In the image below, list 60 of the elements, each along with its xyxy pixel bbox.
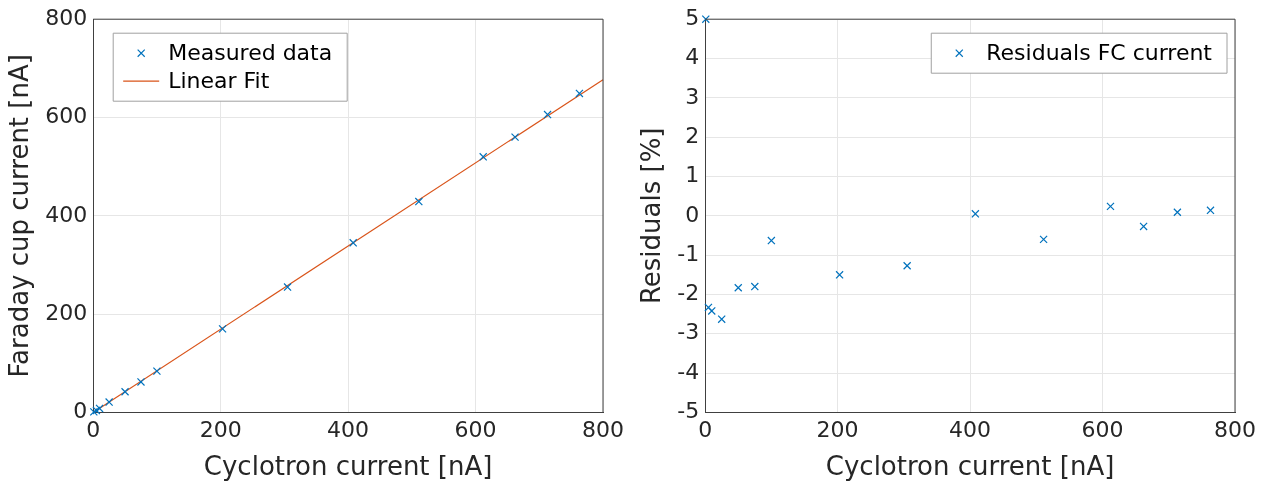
y-tick-label: 2 — [685, 122, 700, 148]
point — [92, 406, 101, 415]
point — [767, 236, 776, 245]
y-tick-label: -3 — [677, 319, 700, 345]
point — [120, 387, 130, 396]
x-axis-title: Cyclotron current [nA] — [203, 451, 493, 482]
point — [750, 282, 759, 291]
y-tick-label: 5 — [685, 4, 700, 30]
point — [707, 306, 716, 316]
x-tick-label: 600 — [454, 417, 497, 443]
legend-label: Linear Fit — [168, 67, 270, 93]
y-tick-label: 800 — [45, 4, 88, 30]
point — [104, 397, 114, 407]
legend-label: Residuals FC current — [986, 39, 1213, 65]
y-tick-label: -5 — [677, 398, 700, 424]
point — [1206, 206, 1215, 215]
y-axis-title: Residuals [%] — [636, 127, 667, 305]
point — [701, 15, 710, 24]
y-tick-label: 4 — [685, 44, 700, 70]
y-axis-title: Faraday cup current [nA] — [4, 54, 35, 378]
y-tick-label: -4 — [677, 358, 700, 384]
x-tick-label: 200 — [199, 417, 242, 443]
point — [704, 303, 713, 312]
point — [349, 238, 358, 247]
point — [734, 283, 743, 292]
point — [479, 152, 488, 161]
point — [510, 133, 520, 142]
x-tick-label: 800 — [582, 417, 624, 443]
y-tick-label: 0 — [73, 398, 88, 424]
y-tick-label: 200 — [45, 299, 88, 325]
point — [1106, 202, 1115, 211]
y-tick-label: 0 — [685, 201, 700, 227]
y-tick-label: -2 — [677, 280, 700, 306]
point — [1039, 235, 1048, 244]
point — [1139, 222, 1148, 231]
x-tick-label: 600 — [1081, 417, 1124, 443]
point — [543, 110, 552, 119]
point — [575, 89, 584, 98]
point — [903, 261, 912, 270]
point — [971, 209, 980, 218]
point — [89, 407, 98, 417]
y-tick-label: 1 — [685, 162, 700, 188]
x-tick-label: 400 — [327, 417, 370, 443]
point — [835, 270, 844, 279]
point — [218, 324, 227, 333]
point — [283, 282, 292, 292]
y-tick-label: -1 — [677, 240, 700, 266]
point — [414, 197, 423, 206]
point — [717, 315, 726, 324]
y-tick-label: 3 — [685, 83, 700, 109]
point — [152, 366, 162, 376]
x-axis-title: Cyclotron current [nA] — [825, 451, 1115, 482]
x-tick-label: 800 — [1214, 417, 1256, 443]
x-tick-label: 200 — [816, 417, 859, 443]
point — [1173, 208, 1182, 217]
x-tick-label: 400 — [949, 417, 992, 443]
point — [136, 377, 146, 387]
legend-label: Measured data — [168, 39, 333, 65]
y-tick-label: 400 — [45, 201, 88, 227]
y-tick-label: 600 — [45, 103, 88, 129]
